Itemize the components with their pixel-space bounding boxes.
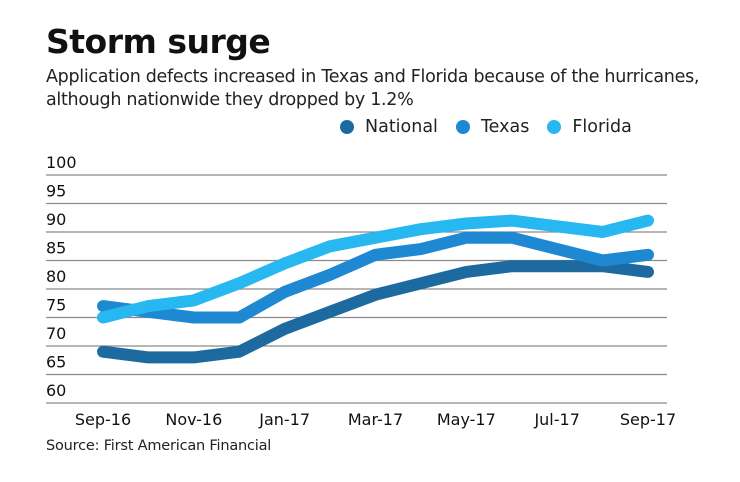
legend-item-florida: Florida [547,117,632,137]
x-tick-label: Sep-17 [620,410,676,429]
chart-title: Storm surge [46,22,271,61]
legend-label-national: National [365,117,438,137]
series-line-texas [97,231,654,324]
chart-subtitle: Application defects increased in Texas a… [46,67,700,110]
legend: National Texas Florida [340,117,650,137]
legend-dot-texas-icon [455,120,470,134]
y-tick-label: 80 [46,267,66,286]
y-tick-label: 85 [46,239,66,258]
y-tick-label: 100 [46,153,77,172]
x-tick-label: May-17 [437,410,496,429]
source-note: Source: First American Financial [46,438,272,454]
series-lines [97,214,654,364]
legend-item-national: National [340,117,438,137]
x-axis-ticks: Sep-16 Nov-16 Jan-17 Mar-17 May-17 Jul-17 Sep-… [75,410,676,429]
x-tick-label: Jul-17 [533,410,579,429]
y-tick-label: 60 [46,381,66,400]
y-tick-label: 75 [46,296,66,315]
legend-item-texas: Texas [455,117,530,137]
y-tick-label: 90 [46,210,66,229]
series-line-national [97,260,654,364]
y-axis-ticks: 60 65 70 75 80 85 90 95 100 [46,153,77,400]
legend-dot-florida-icon [547,120,562,134]
x-tick-label: Mar-17 [348,410,403,429]
y-tick-label: 65 [46,353,66,372]
x-tick-label: Nov-16 [165,410,222,429]
y-tick-label: 95 [46,182,66,201]
series-line-florida [97,214,654,324]
legend-dot-national-icon [340,120,354,134]
x-tick-label: Jan-17 [258,410,310,429]
legend-label-texas: Texas [480,117,530,137]
gridlines [46,174,667,404]
legend-label-florida: Florida [572,117,632,137]
x-tick-label: Sep-16 [75,410,131,429]
y-tick-label: 70 [46,324,66,343]
